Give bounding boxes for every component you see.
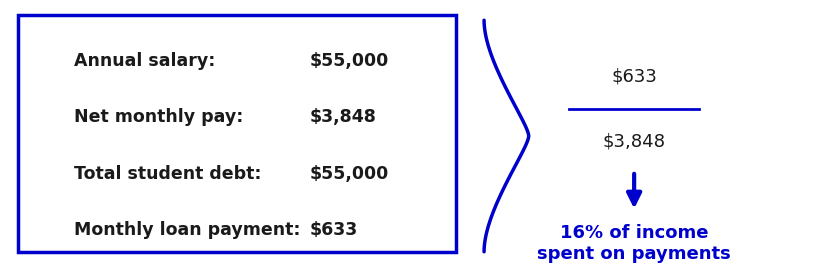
Text: $3,848: $3,848 [602,132,666,150]
Text: Annual salary:: Annual salary: [74,52,216,70]
Text: $55,000: $55,000 [309,165,389,183]
Text: Monthly loan payment:: Monthly loan payment: [74,221,301,239]
Text: 16% of income
spent on payments: 16% of income spent on payments [537,224,731,263]
Text: $633: $633 [309,221,358,239]
FancyBboxPatch shape [18,15,456,252]
Text: Total student debt:: Total student debt: [74,165,262,183]
Text: $3,848: $3,848 [309,108,377,126]
Text: $633: $633 [611,68,657,86]
Text: $55,000: $55,000 [309,52,389,70]
Text: Net monthly pay:: Net monthly pay: [74,108,243,126]
